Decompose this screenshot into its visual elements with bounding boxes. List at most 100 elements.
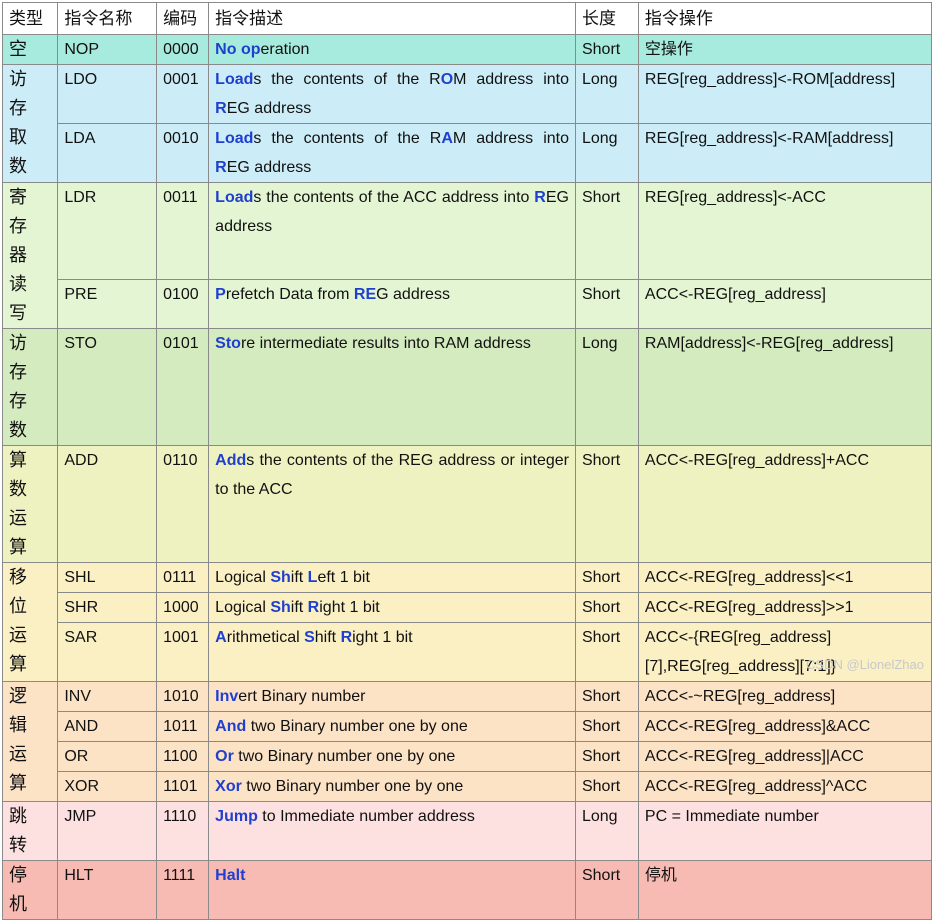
table-row: 移位运算 SHL 0111 Logical Shift Left 1 bit Short… — [1, 562, 933, 682]
type-cell: 跳转 — [1, 801, 59, 861]
code-cell: 1010 — [156, 681, 210, 712]
type-cell: 访存取数 — [1, 64, 59, 183]
operation-cell: ACC<-{REG[reg_address][7],REG[reg_addres… — [637, 622, 933, 682]
operation-cell: 空操作 — [637, 34, 933, 65]
name-cell: STO — [57, 328, 158, 446]
operation-cell: PC = Immediate number — [637, 801, 933, 861]
name-cell: PRE — [57, 278, 158, 330]
length-cell: Short — [574, 182, 639, 280]
header-row: 类型 指令名称 编码 指令描述 长度 指令操作 — [1, 2, 933, 35]
table-row: 空 NOP 0000 No operation Short 空操作 — [1, 34, 933, 65]
table-row: PRE 0100 Prefetch Data from REG address Sho… — [2, 278, 933, 330]
header-cell: 编码 — [156, 2, 210, 35]
description-keyword: P — [215, 285, 226, 303]
code-cell: 0001 — [156, 64, 210, 124]
description-text: ift — [290, 569, 308, 586]
operation-cell: ACC<-REG[reg_address] — [637, 278, 933, 330]
table-row: AND 1011 And two Binary number one by one S… — [2, 711, 933, 742]
description-cell: No operation — [208, 34, 576, 65]
description-keyword: Jump — [215, 808, 258, 825]
description-keyword: R — [215, 159, 227, 176]
description-keyword: Sh — [270, 599, 291, 616]
description-text: s the contents of the R — [253, 71, 441, 88]
description-text: M address into — [453, 71, 569, 88]
description-keyword: Sto — [215, 335, 241, 352]
name-cell: LDA — [57, 123, 158, 183]
table-row: XOR 1101 Xor two Binary number one by one S… — [2, 771, 933, 802]
length-cell: Short — [574, 771, 639, 802]
description-text: G address — [376, 285, 450, 303]
type-cell: 逻辑运算 — [1, 681, 59, 802]
description-text: M address into — [452, 130, 569, 147]
operation-cell: ACC<-REG[reg_address]+ACC — [637, 445, 933, 563]
code-cell: 1101 — [156, 771, 210, 802]
length-cell: Short — [574, 592, 639, 623]
name-cell: LDO — [57, 64, 158, 124]
description-keyword: Or — [215, 748, 234, 765]
description-text: hift — [314, 629, 341, 646]
description-keyword: Xor — [215, 778, 242, 795]
operation-cell: ACC<-REG[reg_address]<<1 — [637, 562, 933, 593]
description-cell: Jump to Immediate number address — [208, 801, 576, 861]
description-keyword: L — [307, 569, 318, 586]
description-text: eft 1 bit — [317, 569, 370, 586]
description-text: two Binary number one by one — [246, 718, 468, 735]
code-cell: 0010 — [156, 123, 210, 183]
name-cell: INV — [57, 681, 158, 712]
description-keyword: Load — [215, 189, 254, 206]
name-cell: XOR — [57, 771, 158, 802]
description-cell: Or two Binary number one by one — [208, 741, 576, 772]
length-cell: Long — [574, 64, 639, 124]
operation-cell: ACC<-~REG[reg_address] — [637, 681, 933, 712]
description-cell: Loads the contents of the ROM address in… — [208, 64, 576, 124]
operation-cell: REG[reg_address]<-ROM[address] — [637, 64, 933, 124]
description-text: s the contents of the REG address or int… — [215, 452, 569, 498]
description-text: EG address — [215, 189, 569, 235]
description-cell: Arithmetical Shift Right 1 bit — [208, 622, 576, 682]
table-row: 算数运算 ADD 0110 Adds the contents of the REG … — [1, 445, 933, 563]
code-cell: 1011 — [156, 711, 210, 742]
table-row: 停机 HLT 1111 Halt Short 停机 — [1, 860, 933, 920]
description-keyword: R — [215, 100, 227, 117]
description-keyword: A — [215, 629, 227, 646]
description-keyword: Inv — [215, 688, 239, 705]
description-keyword: O — [440, 71, 454, 88]
length-cell: Short — [574, 562, 639, 593]
code-cell: 0000 — [156, 34, 210, 65]
watermark: CSDN @LionelZhao — [806, 657, 924, 672]
table-row: OR 1100 Or two Binary number one by one Sho… — [2, 741, 933, 772]
table-row: 跳转 JMP 1110 Jump to Immediate number addres… — [1, 801, 933, 861]
operation-cell: ACC<-REG[reg_address]&ACC — [637, 711, 933, 742]
description-text: two Binary number one by one — [233, 748, 456, 765]
description-text: refetch Data from — [225, 285, 354, 303]
description-cell: Logical Shift Left 1 bit — [208, 562, 576, 593]
length-cell: Short — [574, 622, 639, 682]
name-cell: NOP — [57, 34, 158, 65]
description-text: Logical — [215, 599, 271, 616]
description-cell: Store intermediate results into RAM addr… — [208, 328, 576, 446]
description-keyword: Load — [215, 71, 254, 88]
code-cell: 1100 — [156, 741, 210, 772]
length-cell: Short — [574, 278, 639, 330]
operation-cell: REG[reg_address]<-ACC — [637, 182, 933, 280]
length-cell: Short — [574, 741, 639, 772]
code-cell: 0011 — [156, 182, 210, 280]
length-cell: Long — [574, 801, 639, 861]
table-row: 访存取数 LDO 0001 Loads the contents of the ROM… — [1, 64, 933, 183]
description-keyword: op — [240, 41, 261, 58]
length-cell: Short — [574, 681, 639, 712]
code-cell: 0101 — [156, 328, 210, 446]
description-cell: Prefetch Data from REG address — [208, 278, 576, 330]
code-cell: 1001 — [156, 622, 210, 682]
length-cell: Short — [574, 711, 639, 742]
description-keyword: Add — [215, 452, 247, 469]
description-cell: Loads the contents of the RAM address in… — [208, 123, 576, 183]
description-text: Logical — [215, 569, 271, 586]
name-cell: OR — [57, 741, 158, 772]
name-cell: SHL — [57, 562, 158, 593]
description-keyword: RE — [353, 285, 377, 303]
description-keyword: No — [215, 41, 237, 58]
code-cell: 0111 — [156, 562, 210, 593]
